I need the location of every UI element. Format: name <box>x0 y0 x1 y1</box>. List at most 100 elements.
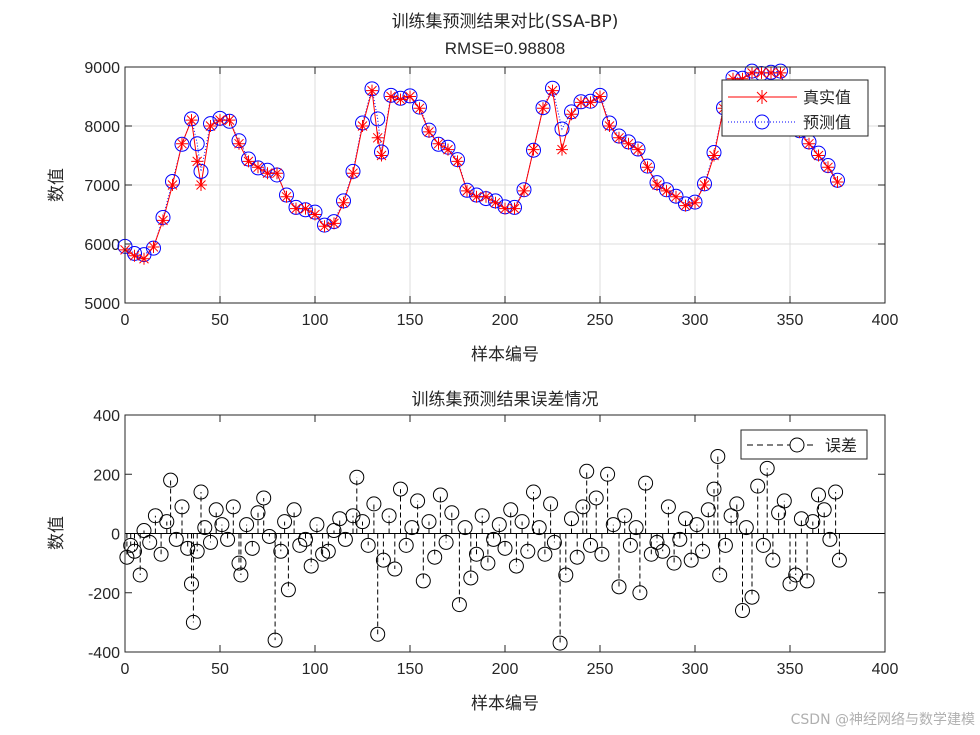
legend-label-pred: 预测值 <box>803 113 851 132</box>
error-point <box>816 502 832 518</box>
x-tick-label: 150 <box>397 312 424 329</box>
y-tick-label: -400 <box>88 645 120 662</box>
real-point <box>556 143 568 156</box>
error-point <box>765 552 781 568</box>
error-point <box>712 567 728 583</box>
real-point <box>185 114 198 127</box>
legend-label-real: 真实值 <box>803 88 851 107</box>
bottom-title: 训练集预测结果误差情况 <box>412 390 599 410</box>
real-point <box>679 199 692 212</box>
error-point <box>292 537 308 553</box>
x-tick-label: 250 <box>587 312 614 329</box>
real-point <box>385 90 397 103</box>
error-point <box>469 546 484 562</box>
error-point <box>782 576 798 592</box>
error-point <box>805 514 821 530</box>
real-point <box>157 214 169 227</box>
error-point <box>735 603 750 619</box>
x-tick-label: 300 <box>682 312 709 329</box>
error-point <box>244 540 260 556</box>
error-point <box>828 484 844 500</box>
error-point <box>558 567 574 583</box>
real-point <box>708 149 720 162</box>
error-point <box>132 567 148 583</box>
error-point <box>203 534 218 550</box>
error-point <box>404 520 420 536</box>
error-point <box>119 549 135 565</box>
real-point <box>489 196 502 209</box>
error-point <box>672 531 688 547</box>
real-point <box>233 137 245 150</box>
error-point <box>438 534 454 550</box>
real-point <box>337 196 350 209</box>
pred-point <box>459 182 475 198</box>
error-point <box>537 546 553 562</box>
error-point <box>617 508 633 524</box>
error-point <box>393 481 408 497</box>
error-point <box>415 573 431 589</box>
error-point <box>776 493 792 509</box>
error-point <box>569 549 585 565</box>
error-point <box>759 460 775 476</box>
error-point <box>180 540 196 556</box>
error-point <box>552 635 568 651</box>
real-point <box>166 179 179 191</box>
pred-point <box>250 160 266 176</box>
error-point <box>185 614 201 630</box>
circle-marker-icon <box>754 114 770 130</box>
real-point <box>641 161 654 174</box>
top-title: 训练集预测结果对比(SSA-BP) <box>392 12 619 32</box>
error-point <box>811 487 826 503</box>
error-point <box>432 487 448 503</box>
real-point <box>518 184 530 197</box>
x-tick-label: 250 <box>587 661 614 678</box>
real-point <box>432 137 445 150</box>
real-point <box>670 190 682 203</box>
real-point <box>309 208 321 221</box>
error-point <box>421 514 437 530</box>
error-point <box>729 496 745 512</box>
error-point <box>410 493 426 509</box>
error-point <box>628 520 644 536</box>
error-point <box>337 531 353 547</box>
pred-point <box>687 194 703 210</box>
real-point <box>404 90 416 103</box>
error-point <box>174 499 190 515</box>
error-point <box>744 589 760 605</box>
error-point <box>632 585 648 601</box>
error-point <box>163 472 179 488</box>
real-point <box>461 184 473 197</box>
real-point <box>366 84 378 97</box>
pred-point <box>554 121 570 137</box>
error-point <box>256 490 272 506</box>
error-point <box>480 555 496 571</box>
watermark: CSDN @神经网络与数学建模 <box>791 712 975 728</box>
pred-point <box>189 136 205 152</box>
error-point <box>451 597 467 613</box>
real-point <box>527 143 540 156</box>
real-point <box>451 155 464 168</box>
error-point <box>233 567 249 583</box>
bottom-ylabel: 数值 <box>47 516 67 550</box>
real-point <box>423 125 435 138</box>
real-point <box>299 202 312 215</box>
legend-top: 真实值 预测值 <box>721 79 869 137</box>
real-point <box>774 66 787 79</box>
error-point <box>474 508 490 524</box>
error-point <box>638 475 654 491</box>
error-point <box>497 540 513 556</box>
error-point <box>605 517 621 533</box>
error-point <box>706 481 722 497</box>
real-point <box>755 66 768 79</box>
real-point <box>546 84 559 97</box>
real-point <box>480 190 492 203</box>
real-point <box>803 137 815 150</box>
error-point <box>381 508 397 524</box>
real-point <box>328 217 340 230</box>
x-tick-label: 300 <box>682 661 709 678</box>
real-point <box>537 102 549 115</box>
error-point <box>375 552 391 568</box>
x-tick-label: 350 <box>777 312 804 329</box>
error-point <box>689 517 705 533</box>
